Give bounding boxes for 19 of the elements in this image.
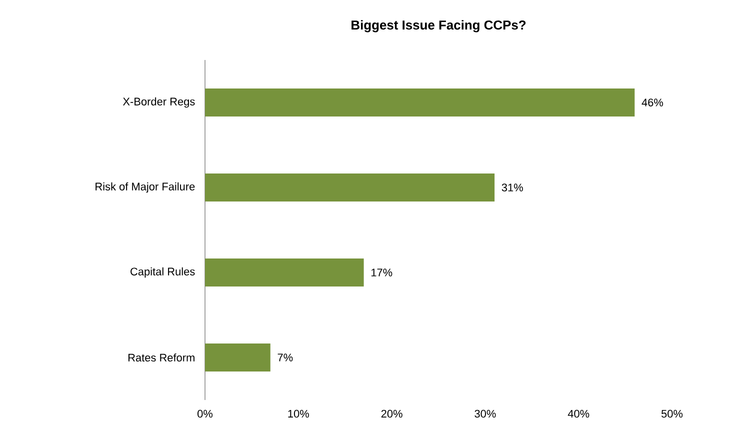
y-tick-label: Risk of Major Failure [96,182,195,193]
y-tick-label: Capital Rules [130,267,195,278]
data-label: 31% [502,184,523,192]
x-tick-label: 0% [198,410,213,418]
bar [205,174,495,202]
x-tick-label: 10% [288,410,309,418]
bar [205,88,635,117]
bar [205,344,270,372]
data-label: 46% [642,98,664,106]
x-tick-label: 20% [381,410,402,418]
bar [205,258,364,287]
y-tick-label: Rates Reform [128,353,194,362]
chart-title: Biggest Issue Facing CCPs? [352,20,526,32]
x-tick-label: 50% [661,410,683,418]
data-label: 17% [371,268,392,276]
data-label: 7% [278,354,293,362]
y-tick-label: X-Border Regs [122,97,195,108]
x-tick-label: 30% [474,410,496,418]
x-tick-label: 40% [568,410,590,418]
